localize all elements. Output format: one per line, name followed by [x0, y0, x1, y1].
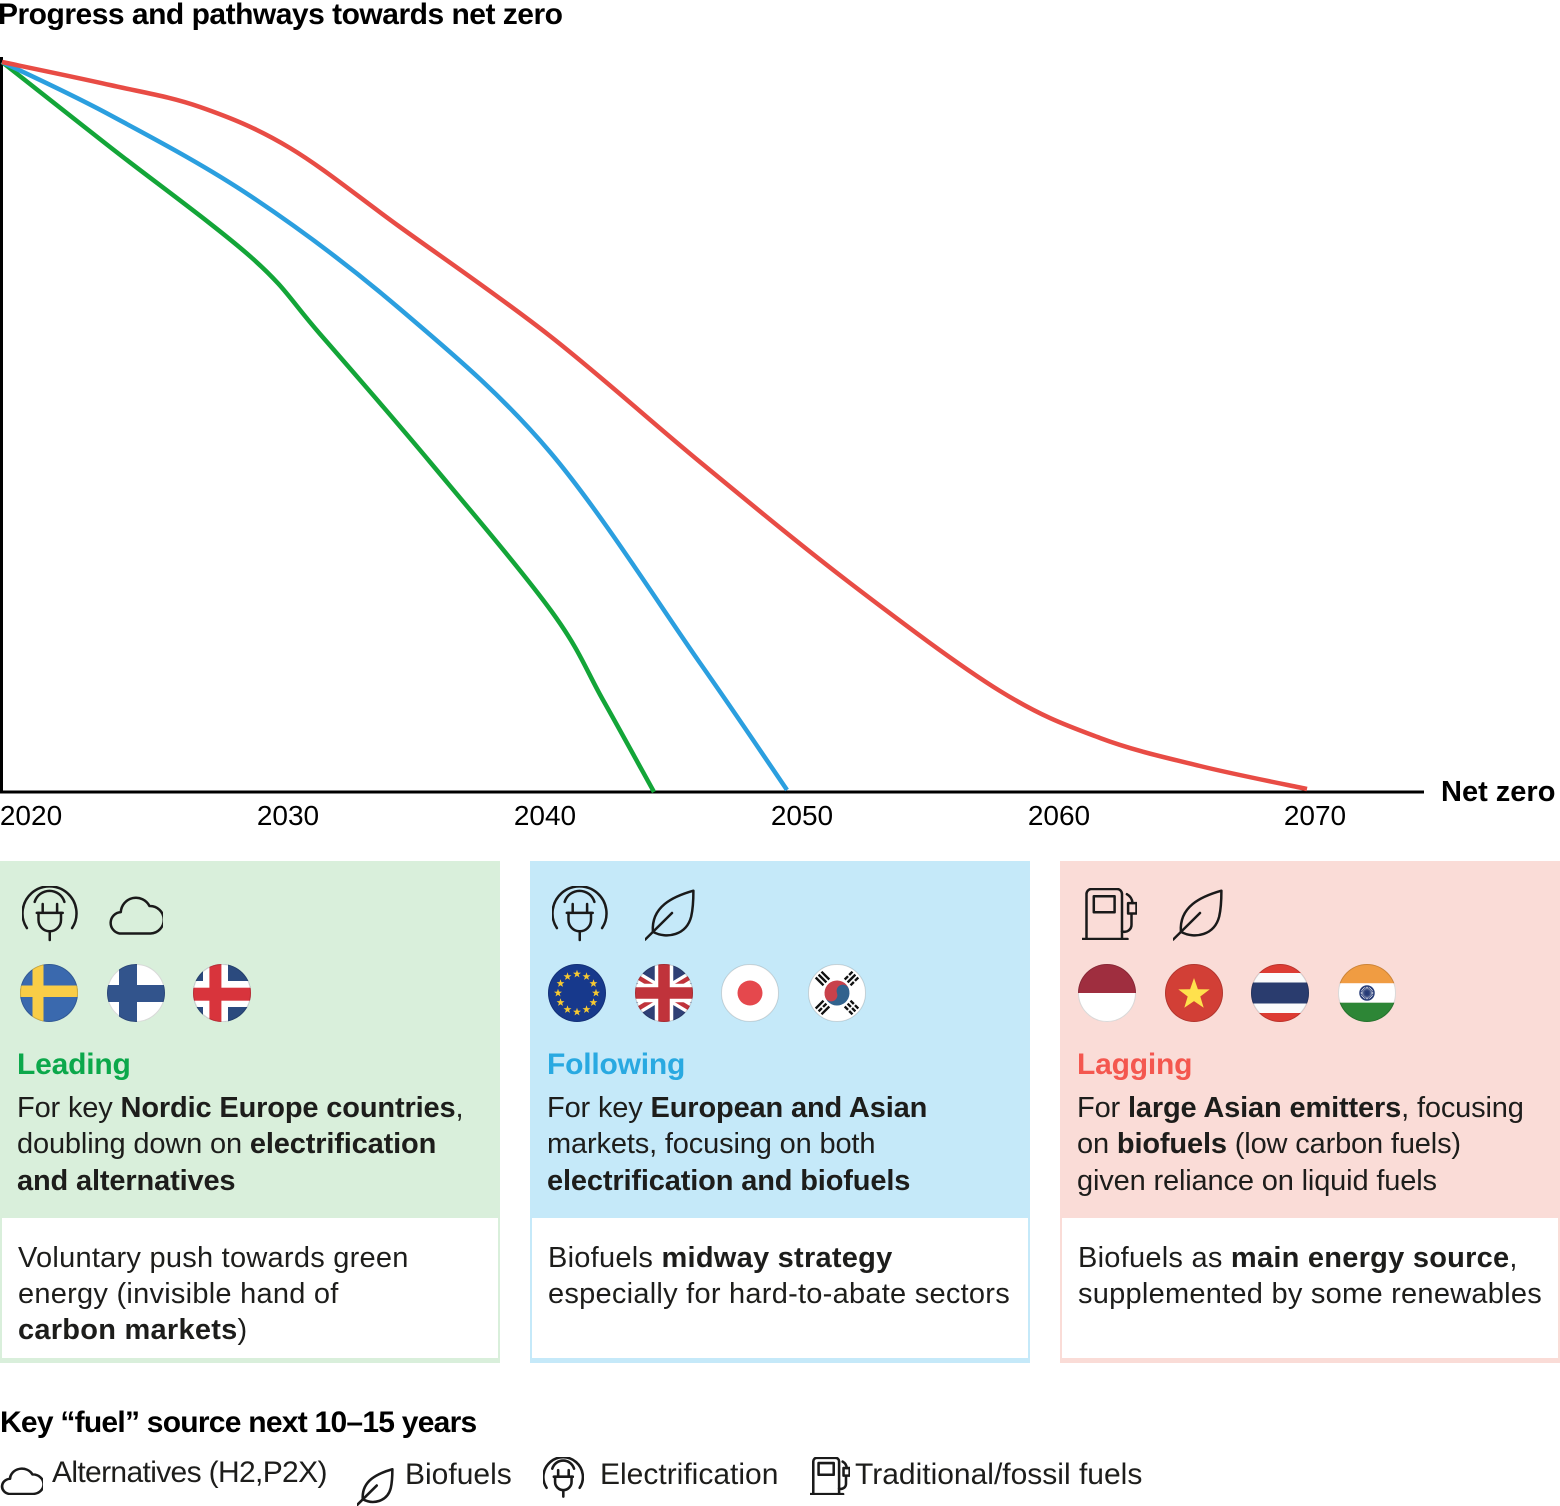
- svg-text:2050: 2050: [771, 800, 833, 831]
- svg-text:Net zero: Net zero: [1441, 776, 1555, 808]
- svg-text:2070: 2070: [1284, 800, 1346, 831]
- svg-text:2030: 2030: [257, 800, 319, 831]
- svg-text:2040: 2040: [514, 800, 576, 831]
- svg-text:2020: 2020: [0, 800, 62, 831]
- svg-text:2060: 2060: [1028, 800, 1090, 831]
